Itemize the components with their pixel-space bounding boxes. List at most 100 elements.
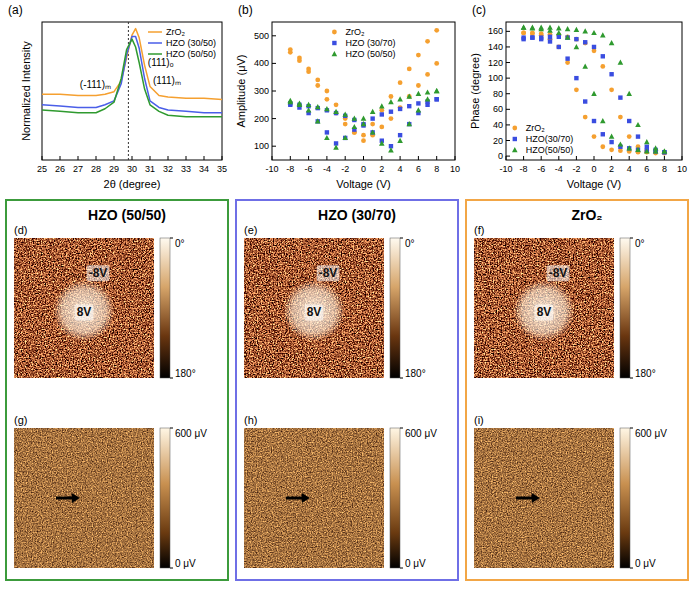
x-tick-label: 10 <box>450 164 460 174</box>
data-point <box>416 83 421 88</box>
colorbar-tick <box>170 568 173 569</box>
plot-area <box>42 22 222 160</box>
annotation: (111)ₒ <box>148 57 174 68</box>
data-point <box>521 31 526 36</box>
x-tick-label: 25 <box>37 164 47 174</box>
data-point <box>601 54 605 58</box>
data-point <box>530 35 534 39</box>
y-tick <box>272 63 276 64</box>
x-tick <box>96 156 97 160</box>
y-tick-label: 400 <box>254 58 269 68</box>
data-point <box>425 103 429 107</box>
data-point <box>425 72 430 77</box>
data-point <box>538 26 544 31</box>
x-tick-label: 32 <box>163 164 173 174</box>
data-point <box>407 104 411 108</box>
data-point <box>644 148 650 153</box>
x-tick-label: -2 <box>341 164 349 174</box>
x-tick-label: -8 <box>286 164 294 174</box>
data-point <box>406 121 412 126</box>
data-point <box>644 139 650 144</box>
x-tick-label: 35 <box>217 164 227 174</box>
x-tick <box>629 156 630 160</box>
data-point <box>556 25 562 30</box>
x-tick-label: -8 <box>520 164 528 174</box>
data-point <box>565 34 570 39</box>
legend: ZrO₂HZO (30/50)HZO (50/50) <box>148 27 216 59</box>
data-point <box>521 24 527 29</box>
x-tick <box>455 156 456 160</box>
data-point <box>627 134 632 139</box>
data-point <box>627 146 631 150</box>
data-point <box>397 138 403 143</box>
y-tick <box>506 93 510 94</box>
data-point <box>324 135 330 140</box>
x-axis-title: Voltage (V) <box>336 178 390 190</box>
data-point <box>556 30 562 35</box>
arrow-head <box>532 493 540 503</box>
x-tick-label: 8 <box>662 164 667 174</box>
panel-title: HZO (50/50) <box>88 207 166 223</box>
x-tick-label: -6 <box>305 164 313 174</box>
legend-label: HZO (30/70) <box>345 38 395 48</box>
arrow <box>286 497 304 500</box>
data-point <box>609 140 613 144</box>
legend-swatch <box>513 137 517 141</box>
x-tick <box>326 156 327 160</box>
x-tick <box>381 156 382 160</box>
x-tick <box>168 156 169 160</box>
y-axis-title: Normalized Intensity <box>20 41 32 141</box>
data-point <box>352 116 358 121</box>
data-point <box>636 134 640 138</box>
panel-label: (c) <box>472 3 486 17</box>
label-patch <box>535 304 554 320</box>
x-tick-label: 27 <box>73 164 83 174</box>
y-tick-label: 100 <box>488 73 503 83</box>
data-point <box>352 124 358 129</box>
colorbar-label: 0° <box>635 238 645 249</box>
data-point <box>361 122 365 126</box>
data-point <box>591 91 597 96</box>
data-point <box>548 39 552 43</box>
colorbar <box>390 238 400 378</box>
data-point <box>609 87 614 92</box>
data-point <box>565 35 569 39</box>
annotation: (111)ₘ <box>153 75 181 86</box>
data-point <box>582 28 588 33</box>
data-point <box>645 145 649 149</box>
data-point <box>361 133 366 138</box>
y-tick-label: 300 <box>254 86 269 96</box>
series-line <box>42 39 222 117</box>
data-point <box>600 144 605 149</box>
panel-label: (g) <box>14 414 27 426</box>
data-point <box>609 72 613 76</box>
data-point <box>379 108 384 113</box>
plot-frame <box>506 22 682 160</box>
y-tick <box>506 46 510 47</box>
y-tick <box>506 78 510 79</box>
label-patch <box>317 265 340 281</box>
x-tick <box>78 156 79 160</box>
plot-area <box>521 24 667 155</box>
legend-swatch <box>148 42 162 44</box>
data-point <box>592 119 596 123</box>
y-tick <box>272 91 276 92</box>
colorbar <box>390 428 400 568</box>
x-tick-label: 30 <box>127 164 137 174</box>
data-point <box>583 41 588 46</box>
data-point <box>288 99 294 104</box>
x-tick-label: 8 <box>434 164 439 174</box>
data-point <box>398 107 402 111</box>
colorbar-tick <box>400 428 403 429</box>
data-point <box>626 91 632 96</box>
data-point <box>609 134 615 139</box>
data-point <box>379 124 384 129</box>
write-label: -8V <box>319 266 338 280</box>
x-axis-title: Voltage (V) <box>567 178 621 190</box>
data-point <box>574 37 579 42</box>
panel-title: HZO (30/70) <box>318 207 396 223</box>
x-tick-label: -4 <box>323 164 331 174</box>
data-point <box>618 115 623 120</box>
data-point <box>379 140 385 145</box>
colorbar-label: 0 μV <box>405 558 426 569</box>
